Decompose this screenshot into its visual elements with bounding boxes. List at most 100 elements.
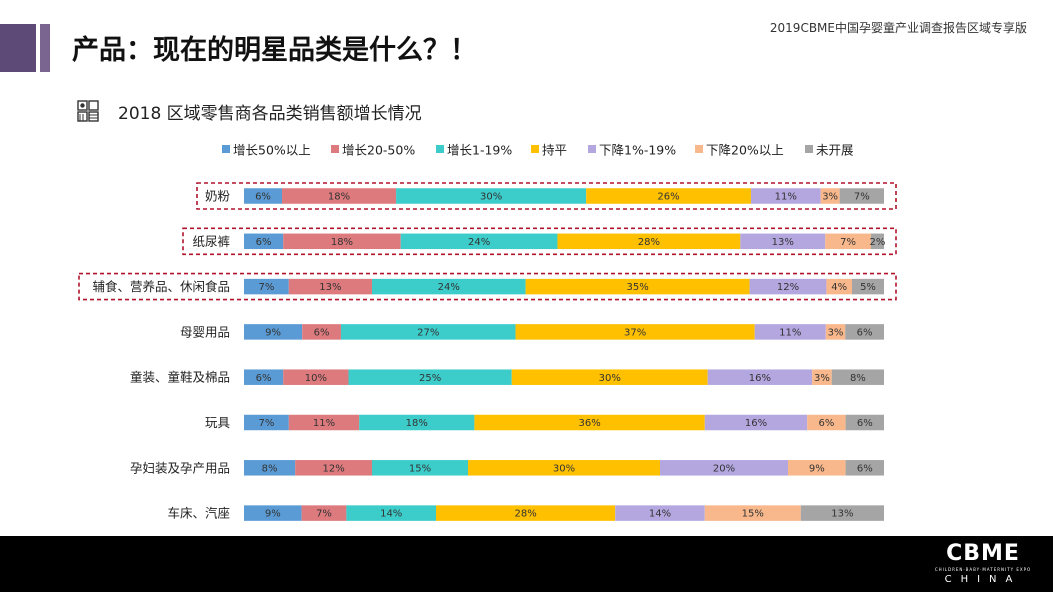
bar-value-label: 15%	[742, 509, 764, 520]
bar-segment	[826, 278, 852, 295]
bar-value-label: 7%	[258, 418, 274, 429]
bar-value-label: 14%	[649, 509, 671, 520]
bar-value-label: 4%	[831, 282, 847, 293]
bar-value-label: 37%	[624, 328, 646, 339]
bar-segment	[244, 505, 302, 521]
bar-segment	[812, 369, 832, 385]
bar-segment	[288, 414, 360, 431]
bar-value-label: 28%	[514, 509, 536, 520]
bar-value-label: 26%	[657, 192, 679, 203]
bar-value-label: 30%	[480, 192, 502, 203]
bar-value-label: 20%	[713, 463, 735, 474]
category-label: 母婴用品	[180, 324, 230, 339]
grid-icon	[77, 100, 99, 122]
bar-value-label: 6%	[857, 463, 873, 474]
page-title: 产品：现在的明星品类是什么？！	[72, 35, 477, 66]
legend-swatch	[436, 145, 444, 153]
bar-value-label: 2%	[870, 237, 886, 248]
category-label: 玩具	[205, 415, 231, 430]
bar-value-label: 13%	[319, 282, 341, 293]
bar-segment	[396, 188, 587, 204]
bar-value-label: 18%	[406, 418, 428, 429]
cbme-logo: CBME CHILDREN·BABY·MATERNITY EXPO CHINA	[933, 541, 1033, 589]
bar-segment	[244, 188, 283, 204]
bar-value-label: 7%	[854, 192, 870, 203]
bar-value-label: 3%	[814, 373, 830, 384]
bar-value-label: 6%	[314, 328, 330, 339]
bar-value-label: 35%	[626, 282, 648, 293]
bar-segment	[244, 324, 303, 340]
bar-value-label: 24%	[468, 237, 490, 248]
bar-value-label: 8%	[262, 463, 278, 474]
bar-segment	[749, 278, 827, 295]
bar-value-label: 30%	[553, 463, 575, 474]
bar-value-label: 25%	[419, 373, 441, 384]
bar-segment	[301, 505, 347, 521]
bar-value-label: 30%	[599, 373, 621, 384]
bar-value-label: 16%	[745, 418, 767, 429]
bar-segment	[825, 324, 846, 340]
bar-segment	[244, 460, 296, 476]
bar-value-label: 3%	[822, 192, 838, 203]
category-label: 童装、童鞋及棉品	[130, 370, 230, 385]
bar-value-label: 5%	[860, 282, 876, 293]
bar-value-label: 12%	[322, 463, 344, 474]
bar-value-label: 24%	[438, 282, 460, 293]
logo-sub-text: CHINA	[944, 574, 1022, 585]
bar-segment	[468, 460, 660, 476]
legend-swatch	[531, 145, 539, 153]
bar-segment	[754, 324, 826, 340]
legend-swatch	[331, 145, 339, 153]
bar-segment	[750, 188, 821, 204]
category-label: 孕妇装及孕产用品	[130, 460, 230, 475]
legend-label: 增长1-19%	[447, 143, 512, 158]
bar-value-label: 11%	[775, 192, 797, 203]
bar-value-label: 11%	[779, 328, 801, 339]
bar-value-label: 16%	[749, 373, 771, 384]
bar-segment	[372, 278, 526, 295]
bar-segment	[283, 233, 401, 250]
bar-value-label: 6%	[256, 237, 272, 248]
bar-value-label: 10%	[305, 373, 327, 384]
report-name: 2019CBME中国孕婴童产业调查报告区域专享版	[769, 21, 1027, 35]
bar-segment	[839, 188, 884, 204]
title-accent-bar-light	[40, 24, 50, 72]
bar-segment	[511, 369, 708, 385]
bar-value-label: 6%	[857, 328, 873, 339]
bar-segment	[295, 460, 372, 476]
legend-label: 增长20-50%	[342, 143, 415, 158]
bar-segment	[807, 414, 846, 431]
bar-segment	[515, 324, 755, 340]
bar-segment	[346, 505, 436, 521]
bar-value-label: 27%	[417, 328, 439, 339]
legend-swatch	[588, 145, 596, 153]
bar-segment	[340, 324, 516, 340]
title-accent-bar	[0, 24, 36, 72]
category-label: 纸尿裤	[192, 234, 230, 249]
legend-label: 增长50%以上	[233, 143, 311, 158]
legend-label: 下降1%-19%	[599, 143, 676, 158]
bar-segment	[800, 505, 884, 521]
bar-segment	[615, 505, 705, 521]
bar-value-label: 9%	[265, 328, 281, 339]
legend-swatch	[695, 145, 703, 153]
bar-value-label: 6%	[818, 418, 834, 429]
bar-value-label: 8%	[850, 373, 866, 384]
bar-segment	[244, 233, 284, 250]
bar-value-label: 6%	[255, 192, 271, 203]
bar-segment	[282, 188, 397, 204]
highlight-box	[78, 272, 897, 301]
bar-value-label: 7%	[258, 282, 274, 293]
bar-value-label: 9%	[265, 509, 281, 520]
logo-main-text: CBME	[946, 541, 1020, 566]
category-label: 辅食、营养品、休闲食品	[92, 279, 230, 294]
bar-segment	[348, 369, 512, 385]
bar-segment	[586, 188, 751, 204]
bar-value-label: 36%	[578, 418, 600, 429]
bar-value-label: 11%	[313, 418, 335, 429]
bar-segment	[244, 278, 289, 295]
bar-segment	[820, 188, 840, 204]
bar-segment	[788, 460, 846, 476]
bar-segment	[845, 414, 884, 431]
bar-segment	[704, 414, 808, 431]
